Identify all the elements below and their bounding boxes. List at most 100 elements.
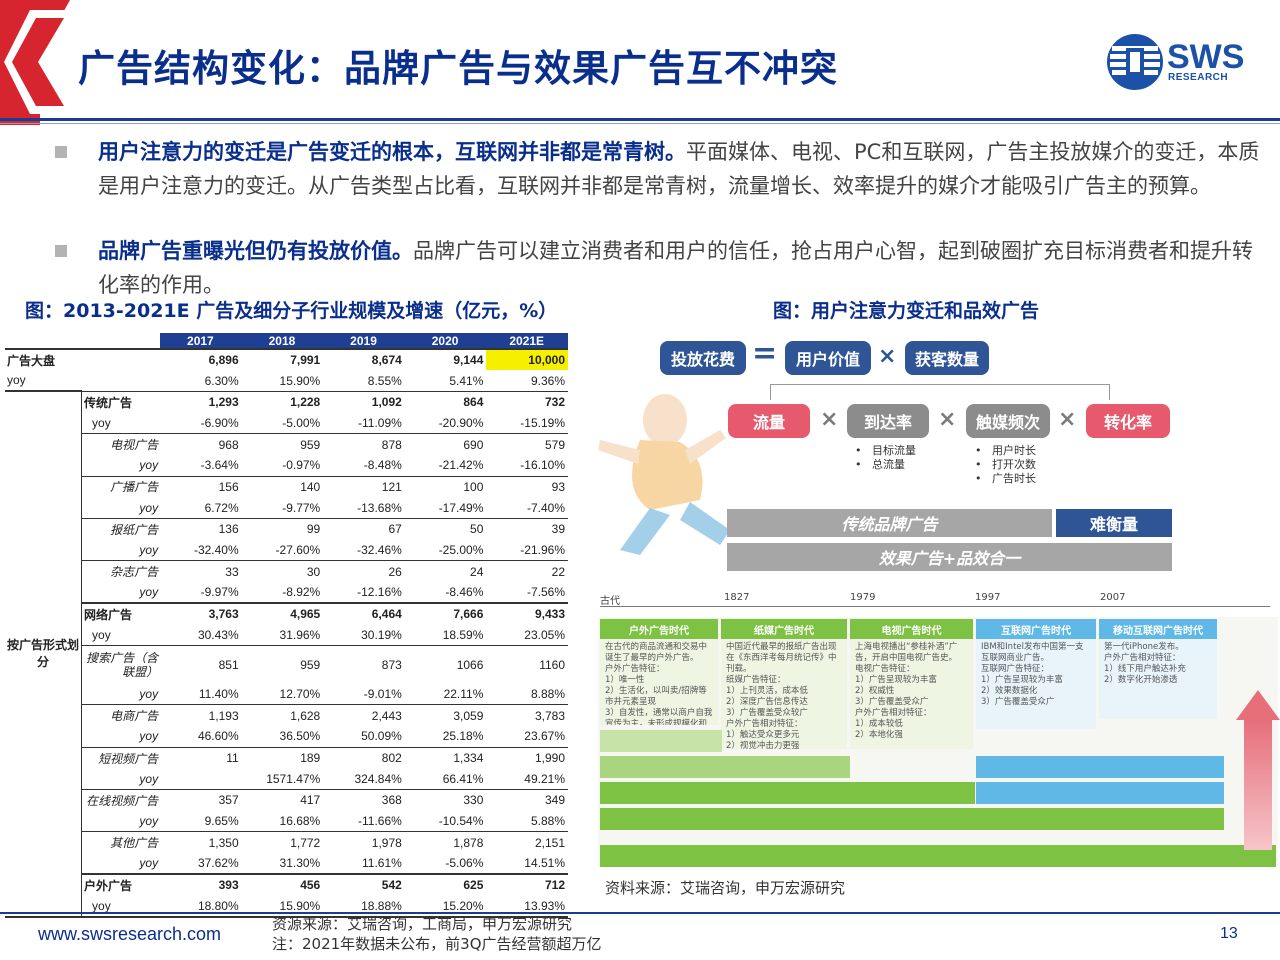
row-label: yoy xyxy=(81,810,161,832)
page-number: 13 xyxy=(1220,925,1238,942)
footer-url-link[interactable]: www.swsresearch.com xyxy=(38,924,222,944)
row-sublabel xyxy=(82,370,161,391)
table-cell: -16.10% xyxy=(520,458,565,473)
table-cell: 712 xyxy=(486,873,568,896)
header-divider xyxy=(0,118,1280,121)
note-item: 打开次数 xyxy=(991,458,1036,471)
table-cell: 9,144 xyxy=(404,347,487,371)
table-cell: 579 xyxy=(486,433,568,455)
row-label: yoy xyxy=(81,624,161,646)
table-cell: 851 xyxy=(160,645,242,684)
table-cell: 11.40% xyxy=(198,686,239,701)
table-cell: 1160 xyxy=(486,645,568,684)
bullet-square-icon xyxy=(55,245,67,257)
ad-size-table: 2017 2018 2019 2020 2021E 广告大盘 6,896 7,991 8,67… xyxy=(5,333,568,918)
table-cell: 6.72% xyxy=(204,500,239,515)
table-cell: -5.00% xyxy=(282,415,321,430)
factor-reach: 到达率 xyxy=(847,404,929,438)
row-label: 传统广告 xyxy=(81,390,161,413)
timeline-axis xyxy=(600,606,1270,607)
row-label: 杂志广告 xyxy=(81,560,161,583)
table-cell: -21.42% xyxy=(438,458,484,473)
year-header: 2020 xyxy=(404,333,487,349)
table-cell: 864 xyxy=(404,390,487,413)
bullet-attention: 用户注意力的变迁是广告变迁的根本，互联网并非都是常青树。平面媒体、电视、PC和互… xyxy=(55,135,1260,203)
header-divider-thin xyxy=(0,123,1280,124)
table-cell: 968 xyxy=(160,433,242,455)
table-cell: 11 xyxy=(160,746,242,769)
spend-pill: 投放花费 xyxy=(660,341,746,375)
table-cell: 13.93% xyxy=(524,898,565,913)
growth-arrow-icon xyxy=(1236,690,1280,720)
table-cell: 11.61% xyxy=(362,856,402,871)
table-cell: -9.77% xyxy=(282,500,321,515)
table-cell: 1,990 xyxy=(486,746,568,769)
table-cell: 1,628 xyxy=(241,704,324,726)
table-cell: -27.60% xyxy=(275,543,321,558)
table-cell: -10.54% xyxy=(438,814,484,829)
multiply-sign: × xyxy=(820,407,839,432)
row-label: yoy xyxy=(81,539,161,561)
table-cell: 6,896 xyxy=(160,347,242,371)
table-cell: 12.70% xyxy=(279,686,321,701)
table-cell: -17.49% xyxy=(438,500,484,515)
table-cell: 2,151 xyxy=(486,831,568,854)
timeline-bar xyxy=(600,845,1276,867)
table-row: yoy -9.97% -8.92% -12.16% -8.46% -7.56% xyxy=(5,582,568,604)
table-cell: -0.97% xyxy=(282,458,321,473)
performance-ad-bar: 效果广告+品效合一 xyxy=(727,543,1172,571)
table-cell: 5.41% xyxy=(449,373,484,388)
table-row: yoy 37.62% 31.30% 11.61% -5.06% 14.51% xyxy=(5,853,568,875)
right-figure-source: 资料来源：艾瑞咨询，申万宏源研究 xyxy=(605,879,846,897)
table-cell: -6.90% xyxy=(200,415,239,430)
frequency-notes: • 用户时长 • 打开次数 • 广告时长 xyxy=(975,444,1036,485)
era-print: 纸媒广告时代 xyxy=(721,619,847,639)
table-cell: 368 xyxy=(323,789,405,811)
table-cell: 30 xyxy=(241,560,324,583)
table-cell: 393 xyxy=(160,873,242,896)
table-cell: 23.05% xyxy=(524,627,565,642)
table-cell: 23.67% xyxy=(524,729,565,744)
timeline-bar xyxy=(976,756,1224,778)
table-cell: 959 xyxy=(241,645,324,684)
page-title: 广告结构变化：品牌广告与效果广告互不冲突 xyxy=(78,47,838,90)
row-label: 户外广告 xyxy=(81,873,161,896)
timeline-year: 1997 xyxy=(975,592,1001,603)
table-cell: -11.09% xyxy=(358,415,402,430)
table-row: 在线视频广告 357 417 368 330 349 xyxy=(5,789,568,811)
factor-conversion: 转化率 xyxy=(1086,404,1170,438)
table-cell: 100 xyxy=(404,475,487,498)
timeline-bar xyxy=(600,782,975,804)
table-cell: 3,059 xyxy=(404,704,487,726)
multiply-sign: × xyxy=(1058,407,1077,432)
table-cell: 39 xyxy=(486,517,568,540)
note-item: 用户时长 xyxy=(991,444,1036,457)
row-label: yoy xyxy=(7,373,26,388)
note-item: 总流量 xyxy=(871,458,905,471)
table-row: yoy -32.40% -27.60% -32.46% -25.00% -21.96% xyxy=(5,539,568,561)
table-header-row: 2017 2018 2019 2020 2021E xyxy=(5,333,568,349)
timeline-bar xyxy=(600,808,1224,830)
reach-notes: • 目标流量 • 总流量 xyxy=(855,444,916,471)
era-outdoor-body: 在古代的商品流通和交易中诞生了最早的户外广告。 户外广告特征： 1）唯一性 2）… xyxy=(600,639,718,725)
table-cell: 8,674 xyxy=(323,347,405,371)
table-cell: 959 xyxy=(241,433,324,455)
row-label: yoy xyxy=(81,853,161,875)
timeline-bar xyxy=(600,756,850,778)
table-cell: 18.88% xyxy=(361,898,402,913)
table-cell xyxy=(160,768,242,789)
table-cell: 14.51% xyxy=(524,856,565,871)
row-label: 报纸广告 xyxy=(81,517,161,540)
table-cell: 6.30% xyxy=(204,373,239,388)
table-cell: 6,464 xyxy=(323,602,405,625)
table-cell: 1,228 xyxy=(241,390,324,413)
table-cell: 30.43% xyxy=(197,627,239,642)
table-cell: 357 xyxy=(160,789,242,811)
table-cell: -8.48% xyxy=(363,458,402,473)
table-row: 短视频广告 11 189 802 1,334 1,990 xyxy=(5,746,568,769)
table-cell: -12.16% xyxy=(357,585,402,600)
year-header: 2018 xyxy=(241,333,324,349)
table-cell: 22 xyxy=(486,560,568,583)
equals-sign: = xyxy=(752,336,778,371)
table-cell: 9,433 xyxy=(486,602,568,625)
